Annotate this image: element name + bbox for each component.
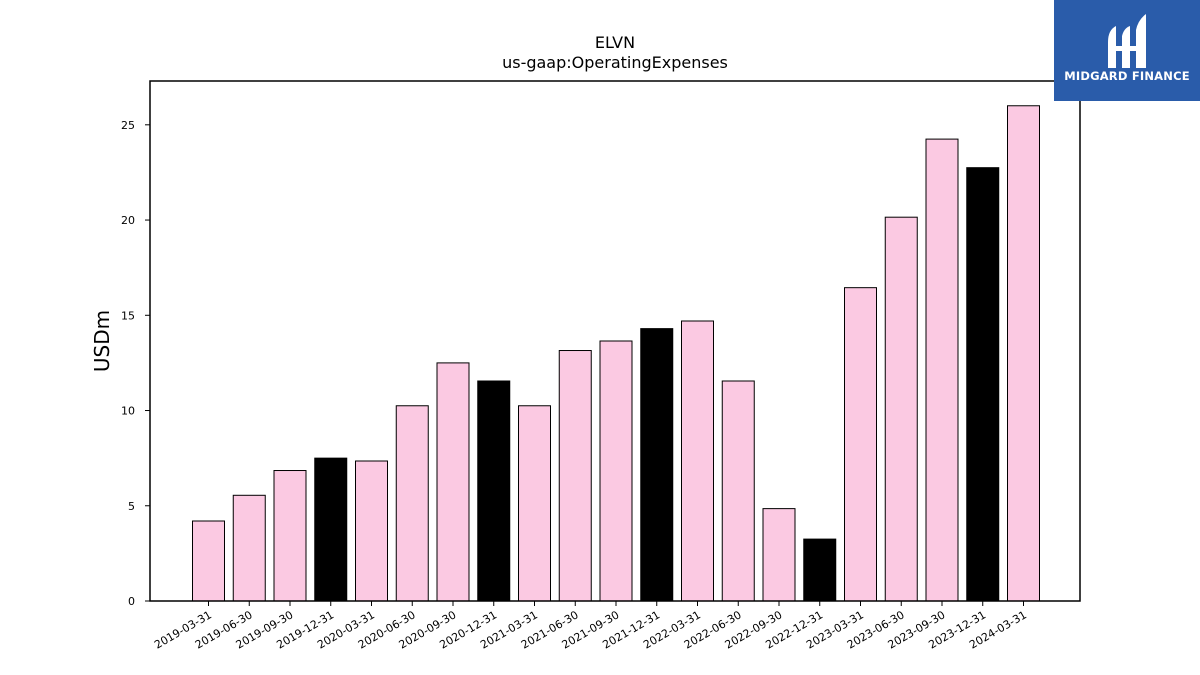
bar-2020-06-30 xyxy=(395,405,429,602)
bar-2021-06-30 xyxy=(558,350,592,602)
bar-2022-12-31 xyxy=(803,538,837,602)
bars-group xyxy=(192,105,1040,602)
bar-2022-03-31 xyxy=(681,320,714,602)
bar-2023-12-31 xyxy=(966,167,1000,602)
y-tick-label: 0 xyxy=(128,595,135,608)
bar-2023-06-30 xyxy=(884,216,918,602)
bar-2022-06-30 xyxy=(721,380,755,602)
y-axis: 0 5 10 15 20 25 xyxy=(121,119,150,608)
bar-2021-12-31 xyxy=(640,328,674,602)
y-tick-label: 20 xyxy=(121,214,135,227)
bar-2021-03-31 xyxy=(518,405,551,602)
y-axis-label: USDm xyxy=(90,310,114,372)
bar-2023-09-30 xyxy=(925,138,959,602)
y-tick-label: 15 xyxy=(121,309,135,322)
bar-2019-03-31 xyxy=(192,520,225,602)
bar-2020-12-31 xyxy=(477,380,511,602)
chart-title: ELVN xyxy=(595,33,635,52)
x-axis: 2019-03-312019-06-302019-09-302019-12-31… xyxy=(152,601,1029,652)
bar-2020-09-30 xyxy=(436,362,470,602)
y-tick-label: 5 xyxy=(128,500,135,513)
y-tick-label: 10 xyxy=(121,405,135,418)
bar-2019-12-31 xyxy=(314,457,348,602)
bar-2023-03-31 xyxy=(844,287,877,602)
bar-2024-03-31 xyxy=(1007,105,1040,602)
chart-subtitle: us-gaap:OperatingExpenses xyxy=(502,53,728,72)
bar-2019-06-30 xyxy=(232,494,266,602)
logo-mark-icon xyxy=(1108,14,1146,68)
bar-2020-03-31 xyxy=(355,460,388,602)
bar-2019-09-30 xyxy=(273,470,307,602)
midgard-finance-logo: MIDGARD FINANCE xyxy=(1054,0,1200,101)
y-tick-label: 25 xyxy=(121,119,135,132)
logo-text: MIDGARD FINANCE xyxy=(1064,69,1190,83)
bar-2021-09-30 xyxy=(599,340,633,602)
plot-frame xyxy=(149,80,1081,602)
bar-2022-09-30 xyxy=(762,508,796,602)
